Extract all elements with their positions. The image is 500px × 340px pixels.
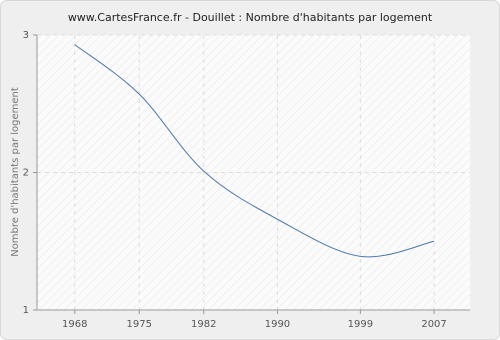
axes xyxy=(36,35,470,311)
x-tick-label: 1999 xyxy=(348,319,373,330)
x-tick-label: 1975 xyxy=(127,319,152,330)
x-tick-label: 2007 xyxy=(421,319,446,330)
line xyxy=(74,44,435,258)
chart-title: www.CartesFrance.fr - Douillet : Nombre … xyxy=(68,11,433,24)
x-tick-label: 1982 xyxy=(191,319,216,330)
x-tick-label: 1990 xyxy=(265,319,290,330)
y-tick-label: 3 xyxy=(23,30,29,41)
y-tick-label: 1 xyxy=(23,305,29,316)
x-tick-label: 1968 xyxy=(62,319,87,330)
y-tick-label: 2 xyxy=(23,168,29,179)
y-axis-label: Nombre d'habitants par logement xyxy=(10,87,21,257)
